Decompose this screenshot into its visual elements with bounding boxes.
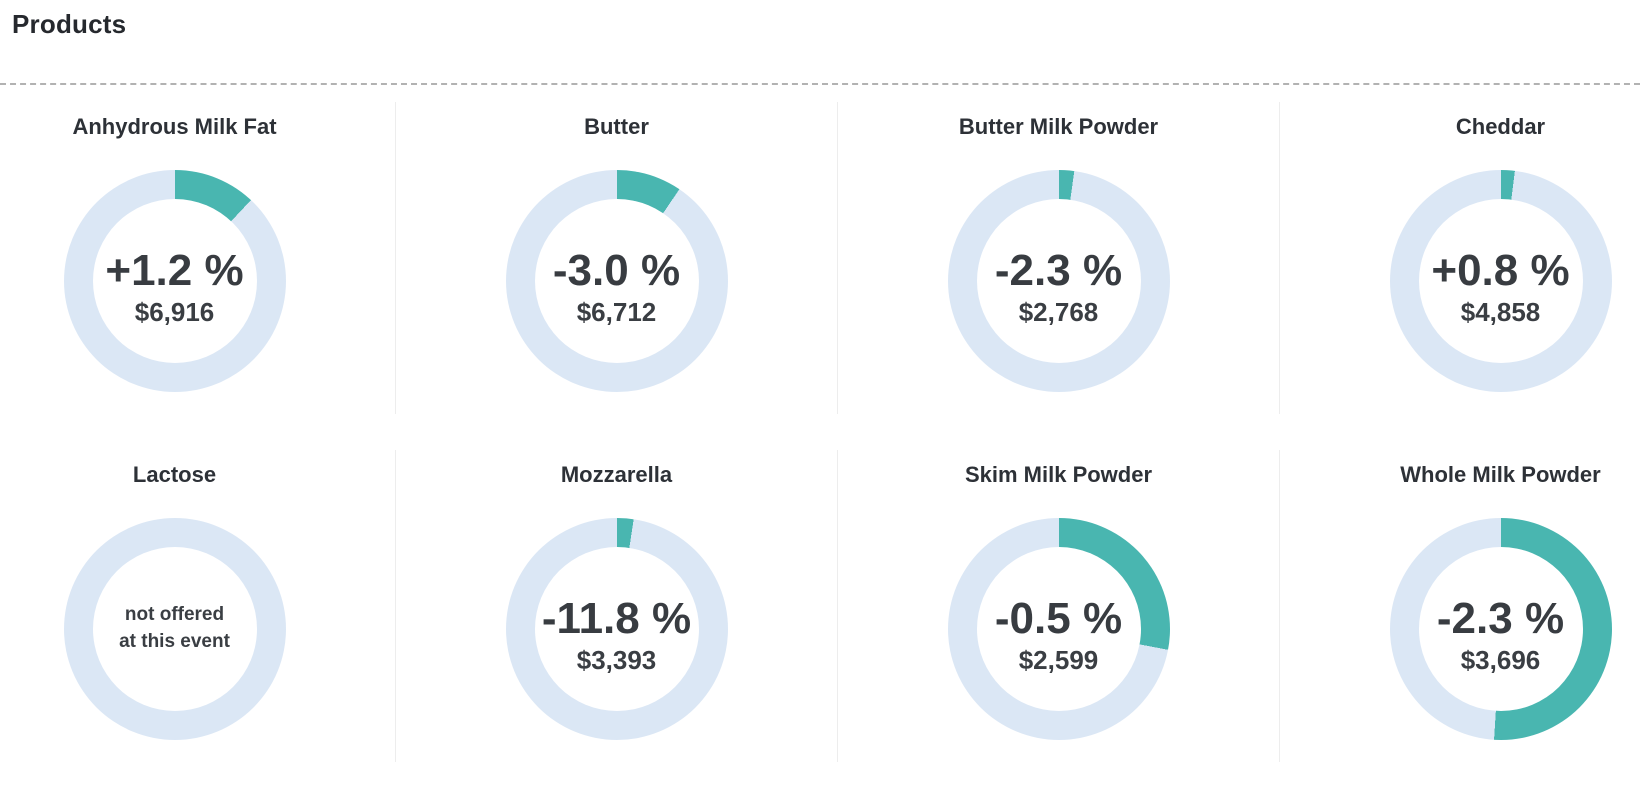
donut-chart[interactable]: +1.2 % $6,916 not offered at this event [63, 170, 286, 392]
donut-center: +0.8 % $4,858 not offered at this event [1418, 199, 1583, 363]
product-name: Cheddar [1455, 114, 1546, 139]
donut-values: -2.3 % $3,696 [1436, 593, 1565, 676]
not-offered-note: not offered at this event [119, 602, 230, 655]
donut-center: -2.3 % $2,768 not offered at this event [976, 199, 1141, 363]
change-percent: -2.3 % [1436, 593, 1565, 643]
donut-center: -2.3 % $3,696 not offered at this event [1418, 547, 1583, 711]
price-value: $3,696 [1460, 645, 1541, 676]
product-name: Butter Milk Powder [958, 114, 1159, 139]
price-value: $6,712 [576, 297, 657, 328]
not-offered-line-2: at this event [119, 631, 230, 652]
donut-chart[interactable]: -11.8 % $3,393 not offered at this event [505, 518, 728, 740]
price-value: $2,768 [1018, 297, 1099, 328]
product-card[interactable]: Lactose not offered at this event [0, 450, 396, 762]
donut-chart[interactable]: -3.0 % $6,712 not offered at this event [505, 170, 728, 392]
page-header: Products [0, 0, 1640, 40]
product-name: Mozzarella [560, 462, 673, 487]
donut-values: -3.0 % $6,712 [552, 245, 681, 328]
change-percent: -11.8 % [541, 593, 692, 643]
change-percent: -0.5 % [994, 593, 1123, 643]
change-percent: -2.3 % [994, 245, 1123, 295]
donut-center: -0.5 % $2,599 not offered at this event [976, 547, 1141, 711]
change-percent: +1.2 % [105, 245, 244, 295]
price-value: $2,599 [1018, 645, 1099, 676]
product-name: Lactose [132, 462, 217, 487]
donut-chart[interactable]: -0.5 % $2,599 not offered at this event [947, 518, 1170, 740]
product-name: Whole Milk Powder [1400, 462, 1601, 487]
product-card[interactable]: Whole Milk Powder -2.3 % $3,696 not offe… [1280, 450, 1640, 762]
price-value: $6,916 [134, 297, 215, 328]
product-card[interactable]: Mozzarella -11.8 % $3,393 not offered at… [396, 450, 838, 762]
product-card[interactable]: Butter -3.0 % $6,712 not offered at this… [396, 102, 838, 414]
donut-center: not offered at this event [92, 547, 257, 711]
product-name: Anhydrous Milk Fat [72, 114, 277, 139]
change-percent: +0.8 % [1431, 245, 1570, 295]
donut-center: -11.8 % $3,393 not offered at this event [534, 547, 699, 711]
not-offered-line-1: not offered [124, 604, 225, 626]
product-card[interactable]: Skim Milk Powder -0.5 % $2,599 not offer… [838, 450, 1280, 762]
donut-chart[interactable]: +0.8 % $4,858 not offered at this event [1389, 170, 1612, 392]
products-grid: Anhydrous Milk Fat +1.2 % $6,916 not off… [0, 102, 1640, 762]
donut-chart[interactable]: -2.3 % $3,696 not offered at this event [1389, 518, 1612, 740]
donut-chart[interactable]: not offered at this event [63, 518, 286, 740]
donut-values: -0.5 % $2,599 [994, 593, 1123, 676]
donut-values: +0.8 % $4,858 [1431, 245, 1570, 328]
product-name: Skim Milk Powder [964, 462, 1153, 487]
product-card[interactable]: Butter Milk Powder -2.3 % $2,768 not off… [838, 102, 1280, 414]
donut-center: -3.0 % $6,712 not offered at this event [534, 199, 699, 363]
change-percent: -3.0 % [552, 245, 681, 295]
product-card[interactable]: Cheddar +0.8 % $4,858 not offered at thi… [1280, 102, 1640, 414]
donut-center: +1.2 % $6,916 not offered at this event [92, 199, 257, 363]
price-value: $3,393 [576, 645, 657, 676]
price-value: $4,858 [1460, 297, 1541, 328]
donut-values: +1.2 % $6,916 [105, 245, 244, 328]
donut-chart[interactable]: -2.3 % $2,768 not offered at this event [947, 170, 1170, 392]
product-card[interactable]: Anhydrous Milk Fat +1.2 % $6,916 not off… [0, 102, 396, 414]
dashed-divider [0, 83, 1640, 85]
donut-values: -2.3 % $2,768 [994, 245, 1123, 328]
product-name: Butter [584, 114, 649, 139]
page-title: Products [12, 9, 127, 39]
donut-values: -11.8 % $3,393 [541, 593, 692, 676]
